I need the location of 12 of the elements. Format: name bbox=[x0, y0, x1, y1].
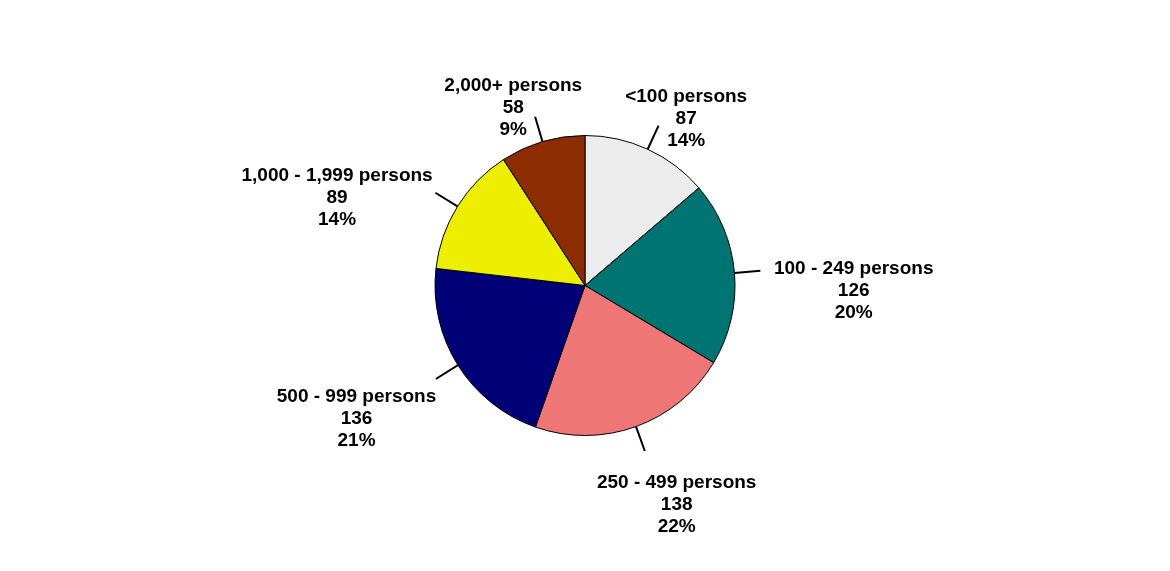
slice-label: 100 - 249 persons bbox=[773, 256, 934, 278]
slice-label: <100 persons bbox=[625, 84, 748, 106]
slice-label: 500 - 999 persons bbox=[276, 385, 437, 407]
data-label: 89 14% bbox=[318, 186, 357, 230]
data-label: 138 22% bbox=[657, 492, 696, 536]
data-label: 136 21% bbox=[337, 407, 376, 451]
slice-label: 2,000+ persons bbox=[444, 74, 583, 96]
slice-label: 250 - 499 persons bbox=[596, 470, 757, 492]
data-label: 58 9% bbox=[499, 96, 528, 139]
data-label: 87 14% bbox=[667, 106, 706, 150]
data-label: 126 20% bbox=[834, 278, 873, 322]
slice-label: 1,000 - 1,999 persons bbox=[241, 164, 433, 186]
